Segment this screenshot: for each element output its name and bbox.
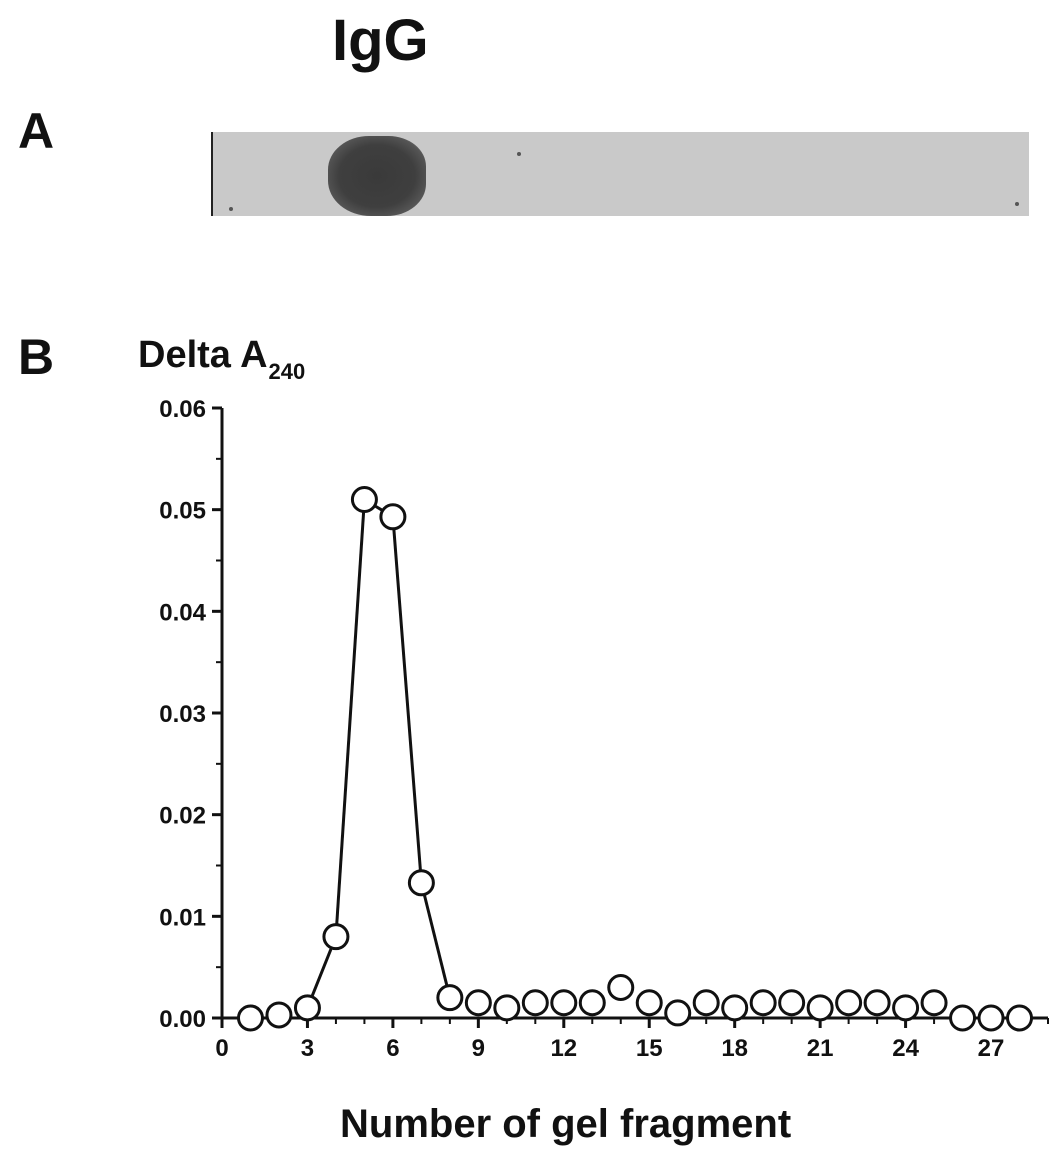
data-point: [692, 989, 720, 1017]
x-tick-label: 27: [978, 1035, 1005, 1062]
series-line-segment: [310, 947, 333, 998]
series-line-segment: [373, 504, 384, 512]
gel-title: IgG: [332, 8, 429, 73]
y-axis-title-text: Delta A: [138, 334, 268, 376]
data-point: [607, 974, 635, 1001]
x-tick-label: 21: [807, 1035, 834, 1062]
data-point: [778, 989, 806, 1017]
y-tick-label: 0.01: [159, 904, 206, 931]
x-tick-label: 9: [472, 1035, 485, 1062]
y-tick-label: 0.04: [159, 599, 206, 626]
x-tick-label: 24: [892, 1035, 919, 1062]
series-line-segment: [335, 511, 366, 925]
gel-speck: [229, 207, 233, 211]
x-tick-label: 18: [721, 1035, 748, 1062]
y-tick-label: 0.06: [159, 396, 206, 423]
data-point: [977, 1004, 1005, 1032]
y-axis-title-subscript: 240: [268, 359, 306, 384]
chart-series: [236, 486, 1034, 1032]
x-tick-label: 6: [386, 1035, 399, 1062]
y-axis-title: Delta A240: [138, 336, 305, 383]
series-line-segment: [392, 528, 422, 871]
panel-a-letter: A: [18, 103, 55, 159]
data-point: [322, 923, 350, 951]
y-tick-label: 0.03: [159, 701, 206, 728]
data-point: [236, 1004, 264, 1032]
y-tick-label: 0.00: [159, 1006, 206, 1033]
data-point: [664, 999, 692, 1027]
gel-speck: [517, 152, 521, 156]
data-point: [436, 984, 464, 1012]
gel-band: [328, 136, 426, 216]
data-point: [350, 486, 378, 513]
data-point: [464, 989, 492, 1017]
data-point: [578, 989, 606, 1017]
data-point: [892, 994, 920, 1022]
data-point: [749, 989, 777, 1017]
chart-axes: 0.00 0.01 0.02 0.03 0.04 0.05 0.06 0 3 6 9 12 15 18 21…: [159, 396, 1049, 1062]
data-point: [550, 989, 578, 1017]
data-point: [721, 994, 749, 1022]
x-axis-title: Number of gel fragment: [340, 1102, 792, 1146]
y-tick-label: 0.02: [159, 803, 206, 830]
x-tick-label: 3: [301, 1035, 314, 1062]
x-tick-label: 15: [636, 1035, 663, 1062]
data-point: [265, 1001, 293, 1029]
gel-strip: [211, 132, 1029, 216]
data-point: [835, 989, 863, 1017]
series-line-segment: [422, 894, 449, 987]
data-point: [379, 503, 407, 531]
x-tick-label: 12: [550, 1035, 577, 1062]
x-tick-label: 0: [215, 1035, 228, 1062]
data-point: [521, 989, 549, 1017]
data-point: [863, 989, 891, 1017]
y-tick-label: 0.05: [159, 498, 206, 525]
data-point: [1006, 1004, 1034, 1032]
data-point: [407, 869, 435, 897]
data-point: [635, 989, 663, 1017]
gel-speck: [1015, 202, 1019, 206]
data-point: [920, 989, 948, 1017]
data-point: [806, 994, 834, 1022]
data-point: [293, 994, 321, 1022]
data-point: [949, 1004, 977, 1032]
panel-b-letter: B: [18, 329, 55, 385]
data-point: [493, 994, 521, 1022]
